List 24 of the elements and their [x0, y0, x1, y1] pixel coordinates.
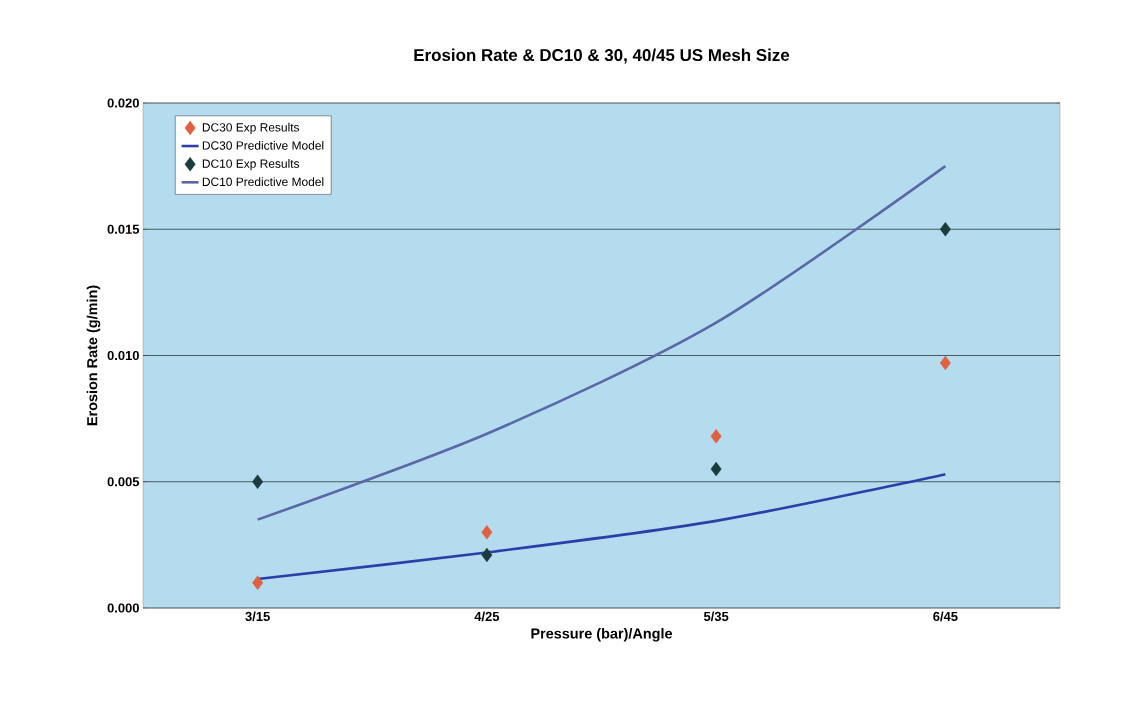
x-tick-label: 3/15 [245, 611, 270, 622]
y-tick-label: 0.005 [107, 477, 140, 487]
y-axis-title: Erosion Rate (g/min) [86, 285, 101, 426]
x-tick-label: 4/25 [474, 611, 500, 622]
legend-label: DC30 Predictive Model [202, 140, 324, 150]
point [710, 429, 722, 444]
y-tick-label: 0.000 [107, 603, 139, 613]
legend-label: DC30 Exp Results [202, 122, 300, 134]
x-tick-label: 6/45 [933, 611, 958, 622]
y-tick-label: 0.015 [107, 224, 140, 234]
legend-label: DC10 Exp Results [202, 159, 300, 171]
legend-label: DC10 Predictive Model [202, 177, 324, 187]
point [939, 355, 951, 371]
point [252, 575, 264, 590]
point [481, 525, 493, 540]
x-tick-label: 5/35 [703, 611, 729, 622]
y-tick-label: 0.020 [107, 98, 139, 108]
chart-title: Erosion Rate & DC10 & 30, 40/45 US Mesh Size [414, 48, 790, 64]
point [481, 547, 493, 563]
point [252, 474, 264, 489]
point [939, 222, 951, 237]
point [710, 461, 722, 477]
y-tick-label: 0.010 [107, 350, 139, 361]
x-axis-title: Pressure (bar)/Angle [531, 628, 673, 642]
